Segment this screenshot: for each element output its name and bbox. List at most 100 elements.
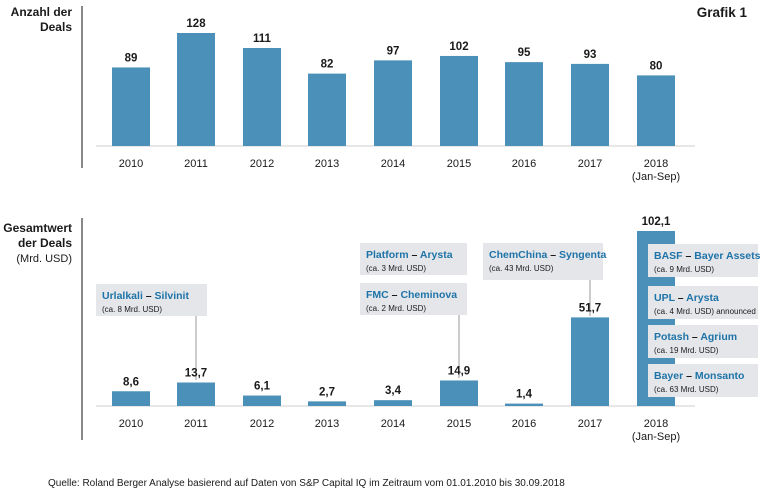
deal-value-value-label: 2,7 bbox=[319, 386, 335, 398]
deal-target: Arysta bbox=[419, 249, 453, 261]
deal-count-tick-label: 2015 bbox=[447, 158, 471, 170]
deal-dash: – bbox=[547, 249, 560, 261]
deal-acquirer: Bayer bbox=[654, 370, 684, 382]
deal-count-tick-sublabel: (Jan-Sep) bbox=[632, 171, 680, 183]
deal-count-value-label: 102 bbox=[449, 41, 468, 53]
deal-dash: – bbox=[142, 290, 155, 302]
deal-value-value-label: 1,4 bbox=[516, 389, 533, 401]
deal-acquirer: Urlalkali bbox=[102, 290, 143, 302]
deal-value-value-label: 102,1 bbox=[642, 216, 671, 228]
deal-target: Cheminova bbox=[400, 289, 458, 301]
bottom-chart-title-line1: Gesamtwert bbox=[3, 221, 72, 235]
deal-annotation-value: (ca. 8 Mrd. USD) bbox=[102, 304, 163, 314]
deal-value-value-label: 6,1 bbox=[254, 381, 271, 393]
deal-annotation-value: (ca. 43 Mrd. USD) bbox=[489, 263, 554, 273]
deal-target: Syngenta bbox=[559, 249, 607, 261]
deal-count-bar-2015 bbox=[440, 55, 478, 146]
deal-target: Bayer Assets bbox=[694, 250, 760, 262]
deal-count-value-label: 128 bbox=[186, 18, 206, 30]
deal-annotation-title: BASF – Bayer Assets bbox=[654, 250, 760, 263]
figure-label: Grafik 1 bbox=[697, 5, 748, 20]
deal-value-bar-2016 bbox=[505, 403, 543, 406]
deal-value-tick-sublabel: (Jan-Sep) bbox=[632, 431, 680, 443]
deal-value-bar-2012 bbox=[243, 395, 281, 406]
deal-dash: – bbox=[674, 292, 687, 304]
deal-annotation-title: UPL – Arysta bbox=[654, 292, 758, 305]
deal-annotation-title: ChemChina – Syngenta bbox=[489, 249, 607, 262]
deal-count-tick-label: 2010 bbox=[119, 158, 143, 170]
top-chart-title-line1: Anzahl der bbox=[11, 5, 73, 19]
deal-value-tick-label: 2016 bbox=[512, 418, 536, 430]
deal-dash: – bbox=[388, 289, 401, 301]
deal-dash: – bbox=[683, 370, 695, 382]
deal-annotation-value: (ca. 63 Mrd. USD) bbox=[654, 384, 719, 394]
deal-count-bar-2013 bbox=[308, 73, 346, 146]
deal-value-tick-label: 2014 bbox=[381, 418, 405, 430]
deal-annotation-title: FMC – Cheminova bbox=[366, 289, 467, 302]
source-note: Quelle: Roland Berger Analyse basierend … bbox=[48, 478, 565, 489]
bottom-chart-unit: (Mrd. USD) bbox=[16, 253, 72, 265]
deal-value-tick-label: 2018 bbox=[644, 418, 668, 430]
deal-acquirer: Platform bbox=[366, 249, 409, 261]
annotation-connectors bbox=[195, 280, 591, 380]
bottom-chart-title-line2: der Deals bbox=[18, 236, 72, 250]
deal-count-value-label: 89 bbox=[125, 52, 138, 64]
deal-acquirer: Potash bbox=[654, 331, 690, 343]
deal-acquirer: BASF bbox=[654, 250, 683, 262]
deal-annotation-value: (ca. 3 Mrd. USD) bbox=[366, 263, 427, 273]
deal-annotation-box: FMC – Cheminova (ca. 2 Mrd. USD) bbox=[360, 283, 467, 315]
deal-value-value-label: 14,9 bbox=[448, 365, 470, 377]
deal-acquirer: FMC bbox=[366, 289, 389, 301]
deal-count-tick-label: 2013 bbox=[315, 158, 339, 170]
deal-count-tick-label: 2017 bbox=[578, 158, 602, 170]
deal-annotation-title: Platform – Arysta bbox=[366, 249, 467, 262]
deal-value-bar-2014 bbox=[374, 400, 412, 406]
deal-count-bars: 89 2010 128 2011 111 2012 82 2013 97 2014 102 2015 9… bbox=[112, 18, 680, 183]
deal-value-value-label: 51,7 bbox=[579, 302, 601, 314]
deal-count-tick-label: 2014 bbox=[381, 158, 405, 170]
deal-target: Agrium bbox=[700, 331, 738, 343]
deal-count-bar-2010 bbox=[112, 67, 150, 146]
deal-annotation-value: (ca. 9 Mrd. USD) bbox=[654, 264, 715, 274]
deal-value-tick-label: 2015 bbox=[447, 418, 471, 430]
deal-annotation-box: Bayer – Monsanto (ca. 63 Mrd. USD) bbox=[648, 364, 758, 397]
deal-count-bar-2016 bbox=[505, 62, 543, 146]
deal-annotation-value: (ca. 4 Mrd. USD) announced bbox=[654, 306, 756, 316]
deal-annotation-box: Urlalkali – Silvinit (ca. 8 Mrd. USD) bbox=[96, 284, 207, 316]
deal-acquirer: UPL bbox=[654, 292, 675, 304]
deal-acquirer: ChemChina bbox=[489, 249, 548, 261]
deal-count-bar-2017 bbox=[571, 63, 609, 146]
deal-target: Silvinit bbox=[154, 290, 189, 302]
deal-annotation-title: Bayer – Monsanto bbox=[654, 370, 758, 383]
deal-annotation-box: Platform – Arysta (ca. 3 Mrd. USD) bbox=[360, 243, 467, 275]
deal-value-tick-label: 2012 bbox=[250, 418, 274, 430]
deal-target: Arysta bbox=[686, 292, 719, 304]
deal-value-tick-label: 2011 bbox=[184, 418, 208, 430]
deal-count-bar-2014 bbox=[374, 60, 412, 146]
deal-annotation-box: Potash – Agrium (ca. 19 Mrd. USD) bbox=[648, 325, 758, 358]
deal-count-value-label: 82 bbox=[321, 59, 334, 71]
deal-count-bar-2018 bbox=[637, 75, 675, 146]
deal-count-bar-2011 bbox=[177, 33, 215, 146]
deal-annotation-value: (ca. 19 Mrd. USD) bbox=[654, 345, 719, 355]
deal-dash: – bbox=[408, 249, 420, 261]
deal-dash: – bbox=[682, 250, 695, 262]
deal-annotation-box: UPL – Arysta (ca. 4 Mrd. USD) announced bbox=[648, 286, 758, 319]
deal-count-tick-label: 2016 bbox=[512, 158, 536, 170]
deal-count-bar-2012 bbox=[243, 48, 281, 146]
deal-value-bar-2010 bbox=[112, 391, 150, 406]
deal-value-bar-2015 bbox=[440, 380, 478, 406]
deal-value-tick-label: 2017 bbox=[578, 418, 602, 430]
deal-value-value-label: 13,7 bbox=[185, 368, 207, 380]
deal-annotation-title: Urlalkali – Silvinit bbox=[102, 290, 207, 303]
deal-value-value-label: 8,6 bbox=[123, 376, 139, 388]
deal-value-value-label: 3,4 bbox=[385, 385, 402, 397]
deal-dash: – bbox=[689, 331, 701, 343]
deal-count-tick-label: 2018 bbox=[644, 158, 668, 170]
deal-count-value-label: 111 bbox=[253, 33, 272, 45]
deal-value-tick-label: 2010 bbox=[119, 418, 143, 430]
deal-annotation-value: (ca. 2 Mrd. USD) bbox=[366, 303, 427, 313]
deal-count-value-label: 80 bbox=[650, 60, 663, 72]
top-chart-title-line2: Deals bbox=[40, 20, 72, 34]
